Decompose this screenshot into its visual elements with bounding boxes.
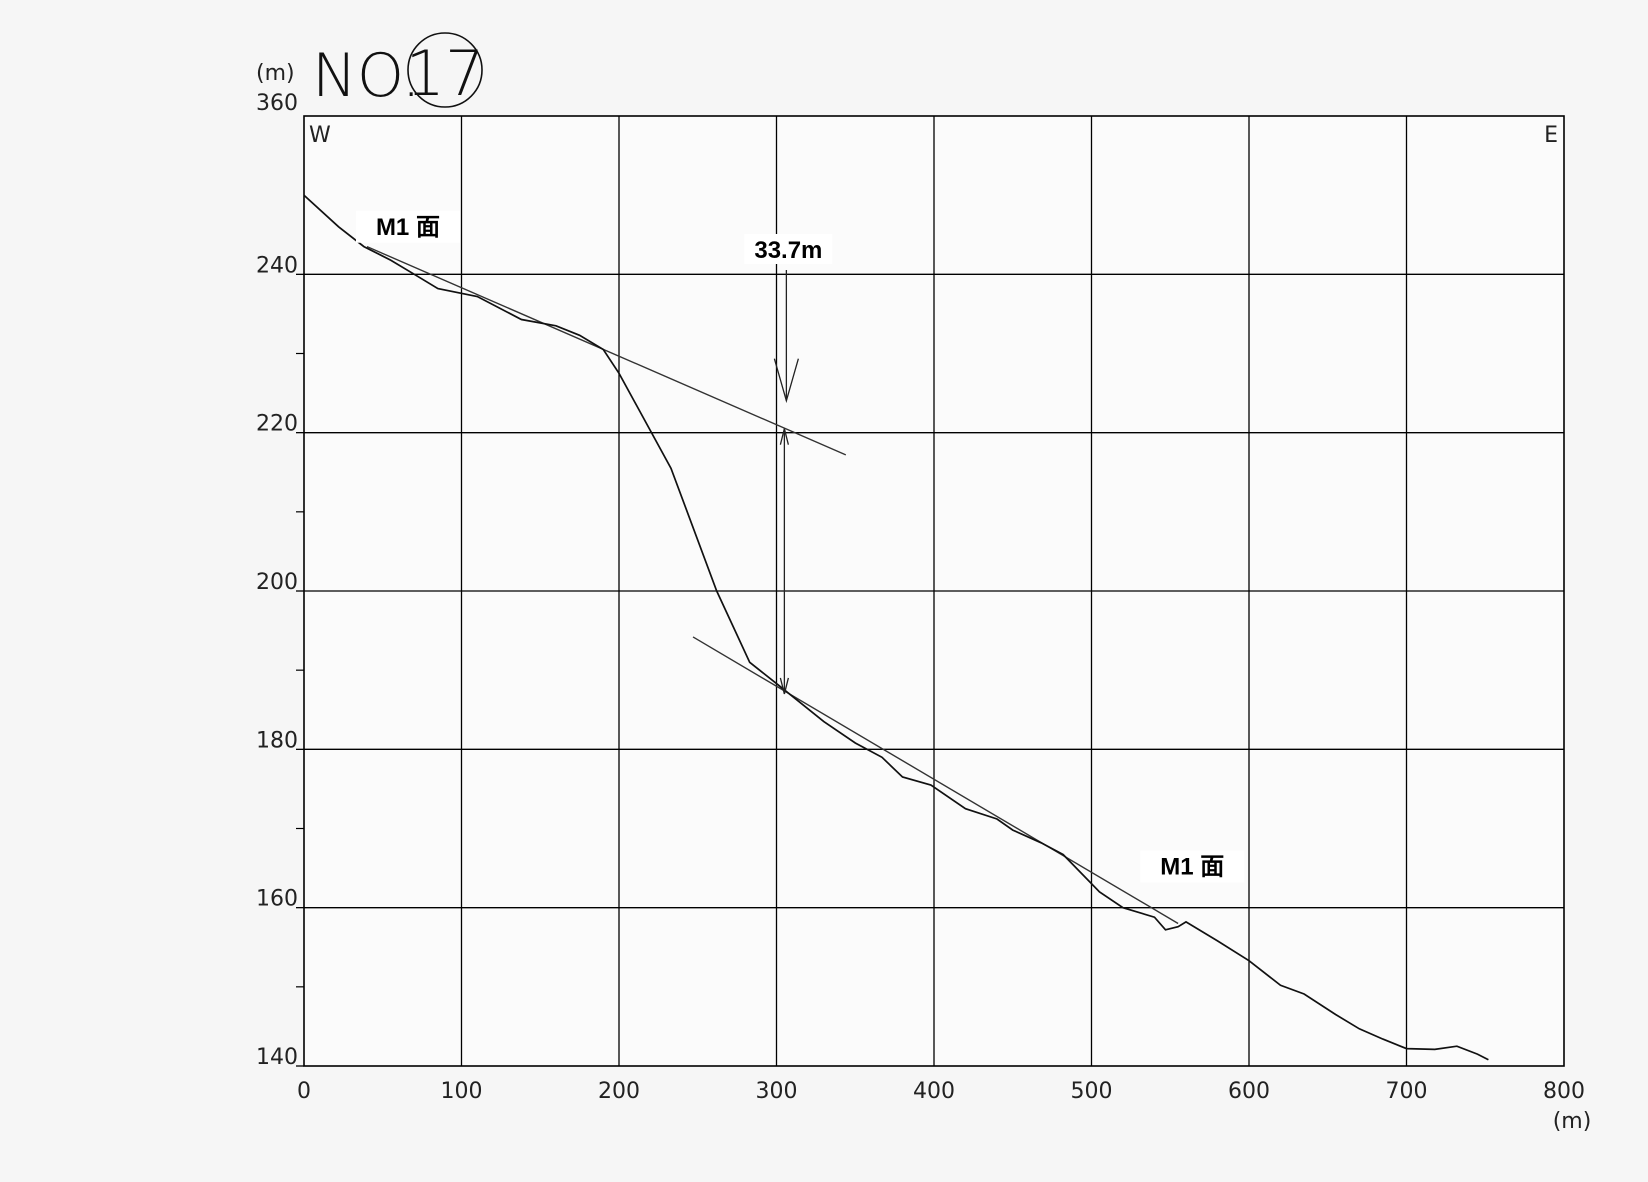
grid-lines <box>304 116 1564 1066</box>
x-tick-label-300: 300 <box>756 1079 798 1104</box>
y-tick-label-200: 200 <box>256 570 298 595</box>
title-number-circle <box>407 32 483 108</box>
measure-dimension-arrow-bottom <box>779 677 790 695</box>
x-tick-label-100: 100 <box>441 1079 483 1104</box>
y-tick-label-220: 220 <box>256 412 298 437</box>
x-tick-label-500: 500 <box>1071 1079 1113 1104</box>
x-tick-label-800: 800 <box>1543 1079 1585 1104</box>
tick-labels: 0 100 200 300 400 500 600 700 800 140 160 180 200 220… <box>256 253 1585 1104</box>
terrain-profile-line <box>303 194 1489 1061</box>
annotations: M1 面 M1 面 <box>355 210 1245 883</box>
y-top-tick-label: 360 <box>256 91 298 116</box>
annotation-label-0: M1 面 <box>376 214 440 241</box>
x-tick-label-600: 600 <box>1228 1079 1270 1104</box>
trend-line-upper <box>366 245 847 456</box>
x-tick-label-0: 0 <box>297 1079 311 1104</box>
y-axis-unit: (m) <box>256 61 295 86</box>
x-tick-label-700: 700 <box>1386 1079 1428 1104</box>
y-tick-label-240: 240 <box>256 253 298 278</box>
measure-dimension-arrow-top <box>779 428 790 445</box>
measure-label: 33.7m <box>754 237 822 264</box>
x-axis-unit: (m) <box>1553 1109 1592 1134</box>
measure-label-background <box>744 234 833 264</box>
chart-title-number: 17 <box>406 37 485 110</box>
y-tick-label-140: 140 <box>256 1045 298 1070</box>
direction-east-label: E <box>1544 123 1558 148</box>
axis-ticks <box>296 273 304 1067</box>
measure-pointer-arrowhead <box>773 358 799 404</box>
direction-west-label: W <box>309 123 331 148</box>
x-tick-label-400: 400 <box>913 1079 955 1104</box>
annotation-background-0 <box>355 210 460 243</box>
annotation-label-1: M1 面 <box>1160 853 1224 880</box>
y-tick-label-180: 180 <box>256 728 298 753</box>
annotation-background-1 <box>1140 850 1245 883</box>
x-tick-label-200: 200 <box>598 1079 640 1104</box>
y-tick-label-160: 160 <box>256 887 298 912</box>
trend-line-lower <box>692 636 1179 925</box>
chart-title-prefix: NO. <box>312 41 421 111</box>
